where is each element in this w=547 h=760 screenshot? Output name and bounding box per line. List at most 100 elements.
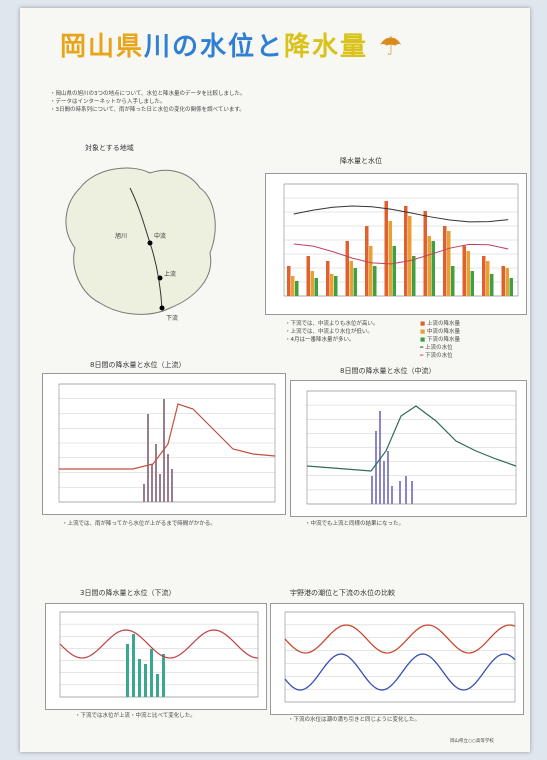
- chart4-bar: [162, 654, 165, 697]
- chart1-bar: [384, 201, 388, 296]
- chart4-bar: [126, 644, 129, 697]
- chart1-series-line: [293, 205, 509, 223]
- chart2-bar: [151, 464, 153, 502]
- chart1-bar: [501, 266, 505, 296]
- chart1-bar: [423, 211, 427, 296]
- bullet-item: ・データはインターネットから入手しました。: [50, 99, 166, 105]
- chart3-bar: [411, 481, 413, 504]
- chart1-bar: [353, 268, 357, 296]
- chart5-frame: [284, 611, 516, 703]
- chart1-bar: [314, 278, 318, 296]
- chart1-legend: ■ 上流の降水量 ■ 中流の降水量 ■ 下流の降水量 ━ 上流の水位 ━ 下流の…: [420, 320, 520, 360]
- chart3-panel: [290, 380, 527, 517]
- chart1-panel: [265, 173, 527, 315]
- chart3-bar: [387, 451, 389, 504]
- chart2-bar: [147, 414, 149, 502]
- chart2-line: [59, 403, 276, 470]
- chart4-note: ・下流では水位が上流・中流と比べて変化した。: [75, 713, 196, 719]
- chart1-bar: [427, 236, 431, 296]
- legend-item: ━ 上流の水位: [420, 345, 453, 351]
- chart4-panel: [45, 603, 267, 710]
- chart1-bar: [431, 241, 435, 296]
- chart1-bar: [451, 266, 455, 296]
- chart1-bar: [345, 241, 349, 296]
- chart1-bar: [412, 256, 416, 296]
- chart5-panel: [270, 603, 524, 715]
- map-outline: [65, 167, 216, 315]
- chart3-note: ・中流でも上流と同様の結果になった。: [305, 521, 405, 527]
- map-place-label: 下流: [166, 314, 178, 322]
- chart3-bar: [391, 486, 393, 504]
- chart3-bar: [405, 476, 407, 504]
- title-part-2: 川の水位と: [144, 32, 285, 62]
- chart1-bar: [404, 206, 408, 296]
- chart4-bar: [132, 634, 135, 697]
- chart1-note: ・4月は一番降水量が多い。: [285, 337, 355, 343]
- map-place-label: 上流: [164, 270, 176, 278]
- chart1-frame: [283, 183, 519, 297]
- chart1-bar: [447, 231, 451, 296]
- chart1-bar: [470, 271, 474, 296]
- map-caption: 対象とする地域: [85, 144, 134, 152]
- chart1-bar: [466, 251, 470, 296]
- chart3-bar: [379, 411, 381, 504]
- chart1-bar: [509, 278, 513, 296]
- chart4-caption: 3日間の降水量と水位（下流）: [80, 589, 176, 597]
- chart5-line: [284, 653, 516, 691]
- map-place-label: 旭川: [115, 232, 127, 240]
- chart1-bar: [392, 246, 396, 296]
- chart4-bar: [150, 649, 153, 697]
- poster: 岡山県川の水位と降水量 ☂ ・岡山県の旭川の3つの地点について、水位と降水量のデ…: [20, 8, 530, 752]
- title-part-3: 降水量: [284, 32, 369, 62]
- chart3-bar: [375, 431, 377, 504]
- chart1-note: ・下流では、中流よりも水位が高い。: [285, 321, 379, 327]
- chart3-svg: [306, 390, 517, 505]
- chart1-bar: [388, 221, 392, 296]
- chart1-bar: [287, 266, 291, 296]
- chart1-bar: [306, 256, 310, 296]
- chart5-note: ・下流の水位は潮の満ち引きと同じように変化した。: [288, 717, 421, 723]
- chart3-caption: 8日間の降水量と水位（中流）: [340, 367, 436, 375]
- umbrella-icon: ☂: [379, 32, 405, 62]
- chart5-caption: 宇野港の潮位と下流の水位の比較: [290, 589, 395, 597]
- page-title: 岡山県川の水位と降水量 ☂: [60, 26, 404, 63]
- chart2-bar: [171, 469, 173, 502]
- legend-item: ■ 下流の降水量: [420, 337, 460, 343]
- chart1-bar: [369, 246, 373, 296]
- chart2-caption: 8日間の降水量と水位（上流）: [90, 361, 186, 369]
- chart1-svg: [283, 183, 519, 297]
- chart3-bar: [371, 476, 373, 504]
- chart1-bar: [443, 226, 447, 296]
- chart1-bar: [349, 261, 353, 296]
- chart2-note: ・上流では、雨が降ってから水位が上がるまで時間がかかる。: [62, 521, 216, 527]
- chart3-bar: [399, 481, 401, 504]
- chart1-bar: [505, 268, 509, 296]
- chart1-bar: [482, 256, 486, 296]
- chart5-svg: [284, 611, 516, 703]
- chart5-line: [284, 624, 516, 654]
- chart2-svg: [58, 383, 276, 503]
- chart2-bar: [167, 454, 169, 502]
- chart1-bar: [486, 261, 490, 296]
- chart1-bar: [326, 261, 330, 296]
- chart2-bar: [159, 474, 161, 502]
- chart1-caption: 降水量と水位: [340, 157, 382, 165]
- chart2-bar: [143, 484, 145, 502]
- chart1-bar: [291, 276, 295, 296]
- chart4-bar: [138, 659, 141, 697]
- legend-item: ━ 下流の水位: [420, 353, 453, 359]
- chart1-bar: [462, 246, 466, 296]
- chart1-bar: [408, 216, 412, 296]
- chart1-bar: [295, 281, 299, 296]
- region-map: 旭川 中流 上流 下流: [65, 167, 216, 322]
- title-part-1: 岡山県: [60, 32, 145, 62]
- footer-text: 岡山県立○○高等学校: [450, 739, 494, 744]
- chart4-bar: [144, 664, 147, 697]
- chart3-bar: [383, 461, 385, 504]
- chart1-bar: [373, 266, 377, 296]
- chart1-series-line: [293, 243, 509, 265]
- chart1-bar: [310, 271, 314, 296]
- chart2-bar: [163, 399, 165, 502]
- intro-bullets: ・岡山県の旭川の3つの地点について、水位と降水量のデータを比較しました。 ・デー…: [50, 90, 490, 114]
- map-place-label: 中流: [154, 232, 166, 240]
